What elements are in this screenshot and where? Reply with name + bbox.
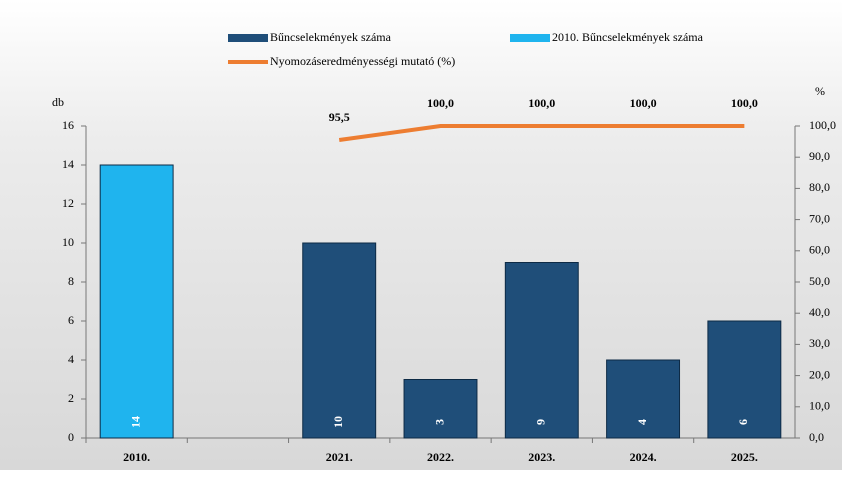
line-value-label: 100,0	[427, 96, 454, 110]
bar-value-label: 9	[534, 419, 548, 425]
y2-axis-label: %	[815, 84, 825, 98]
y2-tick-label: 80,0	[809, 180, 830, 194]
y-tick-label: 8	[68, 274, 74, 288]
y-tick-label: 4	[68, 352, 74, 366]
bar-value-label: 10	[331, 416, 345, 428]
legend-label: Bűncselekmények száma	[270, 30, 392, 44]
y2-tick-label: 20,0	[809, 367, 830, 381]
bar	[302, 242, 377, 439]
y-tick-label: 12	[62, 196, 74, 210]
legend-label: Nyomozáseredményességi mutató (%)	[270, 54, 455, 68]
y2-tick-label: 90,0	[809, 149, 830, 163]
bar-value-label: 4	[635, 419, 649, 425]
line-value-label: 100,0	[630, 96, 657, 110]
y2-tick-label: 40,0	[809, 305, 830, 319]
y2-tick-label: 60,0	[809, 243, 830, 257]
y-tick-label: 16	[62, 118, 74, 132]
bar-value-label: 6	[736, 419, 750, 425]
line	[338, 124, 745, 143]
x-tick-label: 2025.	[731, 450, 758, 464]
x-tick-label: 2024.	[630, 450, 657, 464]
y-tick-label: 10	[62, 235, 74, 249]
bar	[504, 262, 579, 439]
x-tick-label: 2022.	[427, 450, 454, 464]
x-tick-label: 2010.	[123, 450, 150, 464]
y-axis-label: db	[52, 95, 64, 109]
legend-label: 2010. Bűncselekmények száma	[552, 30, 704, 44]
y2-tick-label: 70,0	[809, 211, 830, 225]
bar-value-label: 3	[432, 419, 446, 425]
y-tick-label: 2	[68, 391, 74, 405]
y2-tick-label: 100,0	[809, 118, 836, 132]
x-tick-label: 2023.	[528, 450, 555, 464]
y2-tick-label: 10,0	[809, 399, 830, 413]
bar	[707, 320, 782, 439]
bar	[606, 359, 681, 439]
line-value-label: 95,5	[329, 110, 350, 124]
line-value-label: 100,0	[731, 96, 758, 110]
y-tick-label: 14	[62, 157, 74, 171]
y2-tick-label: 0,0	[809, 430, 824, 444]
line-value-label: 100,0	[528, 96, 555, 110]
x-tick-label: 2021.	[326, 450, 353, 464]
y2-tick-label: 50,0	[809, 274, 830, 288]
legend-marker	[510, 34, 550, 42]
y-tick-label: 6	[68, 313, 74, 327]
bar-value-label: 14	[128, 416, 142, 428]
y-tick-label: 0	[68, 430, 74, 444]
legend-marker	[228, 34, 268, 42]
bar	[403, 379, 478, 439]
bar	[99, 164, 174, 439]
y2-tick-label: 30,0	[809, 336, 830, 350]
